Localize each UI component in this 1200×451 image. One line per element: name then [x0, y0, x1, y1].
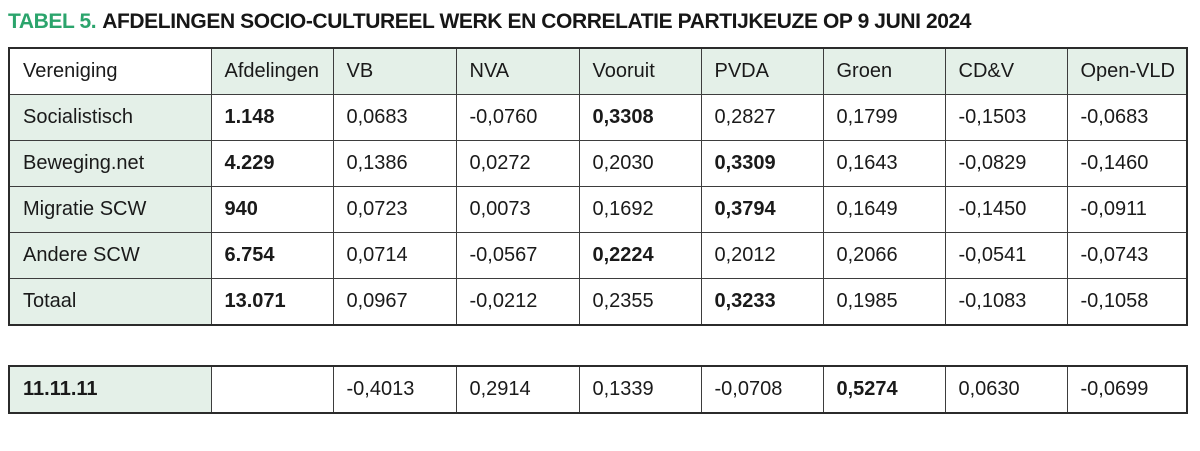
data-cell: 0,5274 — [822, 365, 946, 414]
data-cell: -0,0541 — [944, 232, 1068, 279]
data-cell: -0,0760 — [455, 94, 580, 141]
table-row-andere-scw: Andere SCW 6.754 0,0714 -0,0567 0,2224 0… — [8, 232, 1188, 279]
data-cell: 0,1339 — [578, 365, 702, 414]
data-cell: 0,1386 — [332, 140, 457, 187]
data-cell: 0,0967 — [332, 278, 457, 326]
header-row: Vereniging Afdelingen VB NVA Vooruit PVD… — [8, 47, 1188, 95]
data-cell: 0,2914 — [455, 365, 580, 414]
data-cell: 0,2030 — [578, 140, 702, 187]
header-groen: Groen — [822, 47, 946, 95]
data-cell: -0,0212 — [455, 278, 580, 326]
row-label: Andere SCW — [8, 232, 212, 279]
row-label: Beweging.net — [8, 140, 212, 187]
data-cell: 0,0073 — [455, 186, 580, 233]
data-cell: 13.071 — [210, 278, 334, 326]
data-cell: 0,0723 — [332, 186, 457, 233]
eleven-eleven-eleven-table: 11.11.11 -0,4013 0,2914 0,1339 -0,0708 0… — [8, 365, 1188, 414]
data-cell: 0,2224 — [578, 232, 702, 279]
correlation-table: Vereniging Afdelingen VB NVA Vooruit PVD… — [8, 47, 1188, 326]
data-cell: 0,3309 — [700, 140, 824, 187]
data-cell: 0,1649 — [822, 186, 946, 233]
table-row-socialistisch: Socialistisch 1.148 0,0683 -0,0760 0,330… — [8, 94, 1188, 141]
table-row-bewegingnet: Beweging.net 4.229 0,1386 0,0272 0,2030 … — [8, 140, 1188, 187]
data-cell: -0,1083 — [944, 278, 1068, 326]
header-openvld: Open-VLD — [1066, 47, 1188, 95]
data-cell: -0,0699 — [1066, 365, 1188, 414]
data-cell: 1.148 — [210, 94, 334, 141]
data-cell: 0,2066 — [822, 232, 946, 279]
header-vb: VB — [332, 47, 457, 95]
data-cell: 4.229 — [210, 140, 334, 187]
data-cell: -0,0829 — [944, 140, 1068, 187]
data-cell: -0,1450 — [944, 186, 1068, 233]
data-cell: 0,0683 — [332, 94, 457, 141]
header-vereniging: Vereniging — [8, 47, 212, 95]
page-title: TABEL 5. AFDELINGEN SOCIO-CULTUREEL WERK … — [0, 0, 1200, 47]
table-title-text: AFDELINGEN SOCIO-CULTUREEL WERK EN CORRE… — [102, 10, 972, 33]
data-cell: 0,0630 — [944, 365, 1068, 414]
table-row-111111: 11.11.11 -0,4013 0,2914 0,1339 -0,0708 0… — [8, 365, 1188, 414]
header-cdv: CD&V — [944, 47, 1068, 95]
row-label: 11.11.11 — [8, 365, 212, 414]
data-cell: -0,1058 — [1066, 278, 1188, 326]
data-cell: 0,2012 — [700, 232, 824, 279]
data-cell: -0,0683 — [1066, 94, 1188, 141]
data-cell: -0,4013 — [332, 365, 457, 414]
data-cell: 6.754 — [210, 232, 334, 279]
data-cell: 0,3794 — [700, 186, 824, 233]
data-cell: 0,1799 — [822, 94, 946, 141]
table-number-label: TABEL 5. — [8, 10, 97, 33]
data-cell: -0,1503 — [944, 94, 1068, 141]
data-cell: -0,0708 — [700, 365, 824, 414]
header-nva: NVA — [455, 47, 580, 95]
data-cell: 0,0714 — [332, 232, 457, 279]
row-label: Migratie SCW — [8, 186, 212, 233]
empty-cell — [210, 365, 334, 414]
row-label: Socialistisch — [8, 94, 212, 141]
data-cell: 0,1643 — [822, 140, 946, 187]
data-cell: -0,0911 — [1066, 186, 1188, 233]
data-cell: 940 — [210, 186, 334, 233]
row-label: Totaal — [8, 278, 212, 326]
data-cell: 0,1985 — [822, 278, 946, 326]
header-afdelingen: Afdelingen — [210, 47, 334, 95]
data-cell: -0,0567 — [455, 232, 580, 279]
data-cell: 0,3308 — [578, 94, 702, 141]
data-cell: 0,1692 — [578, 186, 702, 233]
data-cell: -0,1460 — [1066, 140, 1188, 187]
header-pvda: PVDA — [700, 47, 824, 95]
table-row-totaal: Totaal 13.071 0,0967 -0,0212 0,2355 0,32… — [8, 278, 1188, 326]
data-cell: 0,2827 — [700, 94, 824, 141]
data-cell: 0,0272 — [455, 140, 580, 187]
data-cell: -0,0743 — [1066, 232, 1188, 279]
data-cell: 0,2355 — [578, 278, 702, 326]
header-vooruit: Vooruit — [578, 47, 702, 95]
data-cell: 0,3233 — [700, 278, 824, 326]
table-row-migratie-scw: Migratie SCW 940 0,0723 0,0073 0,1692 0,… — [8, 186, 1188, 233]
